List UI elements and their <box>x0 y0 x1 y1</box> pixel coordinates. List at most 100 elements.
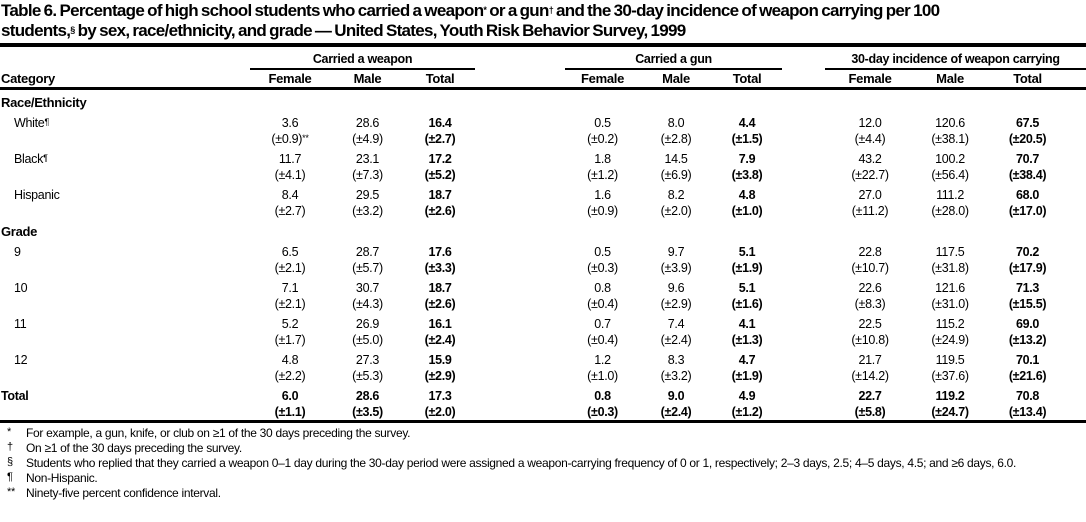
column-gap <box>782 296 825 312</box>
ci-cell: (±1.2) <box>731 405 763 419</box>
value-cell: 27.0 <box>858 188 882 202</box>
title-line-1: Table 6. Percentage of high school stude… <box>1 1 940 20</box>
column-gap <box>1070 296 1086 312</box>
value-cell: 119.2 <box>935 389 965 403</box>
value-cell: 4.8 <box>281 353 299 367</box>
ci-cell: (±0.3) <box>587 405 618 419</box>
group-header-row: Category Carried a weapon Carried a gun … <box>0 51 1086 90</box>
ci-cell: (±24.7) <box>931 405 969 419</box>
table-row: 11 5.2 26.9 16.1 0.7 7.4 4.1 22.5 115.2 69.0 <box>0 312 1086 332</box>
value-cell: 18.7 <box>428 281 452 295</box>
ci-cell: (±21.6) <box>1008 369 1047 383</box>
group-header-30day-incidence: 30-day incidence of weapon carrying <box>825 51 1086 70</box>
ci-cell: (±5.0) <box>352 333 383 347</box>
value-cell: 18.7 <box>428 188 452 202</box>
table-row: 12 4.8 27.3 15.9 1.2 8.3 4.7 21.7 119.5 70.1 <box>0 348 1086 368</box>
value-cell: 9.6 <box>667 281 685 295</box>
column-gap <box>475 167 565 183</box>
table-row-confidence-interval: (±0.9)** (±4.9) (±2.7) (±0.2) (±2.8) (±1.5) (±… <box>0 131 1086 147</box>
value-cell: 5.2 <box>281 317 299 331</box>
value-cell: 111.2 <box>936 188 964 202</box>
column-gap <box>782 167 825 183</box>
ci-cell: (±11.2) <box>851 204 889 218</box>
ci-cell: (±4.3) <box>352 297 383 311</box>
column-gap <box>1070 240 1086 260</box>
ci-cell: (±3.2) <box>352 204 383 218</box>
ci-cell: (±5.2) <box>424 168 456 182</box>
section-header-row: Grade <box>0 219 1086 240</box>
column-gap <box>782 312 825 332</box>
footnote-text: Ninety-five percent confidence interval. <box>26 486 221 500</box>
column-gap <box>475 296 565 312</box>
column-gap <box>782 69 826 90</box>
value-cell: 16.1 <box>428 317 452 331</box>
column-gap <box>782 111 825 131</box>
value-cell: 43.2 <box>858 152 882 166</box>
column-gap <box>475 404 565 420</box>
col-header-weapon-female: Female <box>250 69 330 90</box>
ci-cell: (±6.9) <box>660 168 692 182</box>
value-cell: 71.3 <box>1015 281 1040 295</box>
ci-cell: (±14.2) <box>851 369 889 383</box>
ci-cell: (±2.4) <box>660 333 692 347</box>
ci-cell: (±2.6) <box>424 204 456 218</box>
value-cell: 70.1 <box>1015 353 1040 367</box>
value-cell: 4.4 <box>738 116 756 130</box>
ci-cell: (±17.9) <box>1008 261 1047 275</box>
column-gap <box>782 203 825 219</box>
value-cell: 21.7 <box>858 353 882 367</box>
value-cell: 7.4 <box>667 317 685 331</box>
value-cell: 4.7 <box>738 353 756 367</box>
value-cell: 15.9 <box>428 353 452 367</box>
ci-cell: (±0.9) <box>587 204 618 218</box>
value-cell: 119.5 <box>935 353 965 367</box>
column-gap <box>1070 260 1086 276</box>
table-row-confidence-interval: (±2.1) (±4.3) (±2.6) (±0.4) (±2.9) (±1.6) (±8.… <box>0 296 1086 312</box>
value-cell: 0.5 <box>594 245 611 259</box>
footnote-asterisk: * For example, a gun, knife, or club on … <box>0 426 1086 441</box>
column-gap <box>782 384 825 404</box>
ci-cell: (±22.7) <box>851 168 889 182</box>
table-row-confidence-interval: (±2.7) (±3.2) (±2.6) (±0.9) (±2.0) (±1.0) (±11… <box>0 203 1086 219</box>
ci-cell: (±10.7) <box>851 261 889 275</box>
column-gap <box>475 69 566 90</box>
row-label: 9 <box>14 245 21 259</box>
section-header-row: Race/Ethnicity <box>0 89 1086 112</box>
column-gap <box>782 51 825 69</box>
section-header: Race/Ethnicity <box>1 95 87 110</box>
value-cell: 11.7 <box>278 152 302 166</box>
footnote-symbol: ¶ <box>7 471 13 483</box>
ci-cell: (±20.5) <box>1008 132 1047 146</box>
column-gap <box>782 348 825 368</box>
value-cell: 69.0 <box>1015 317 1040 331</box>
column-gap <box>475 131 565 147</box>
ci-cell: (±0.3) <box>587 261 618 275</box>
ci-cell: (±0.4) <box>587 297 618 311</box>
footnote-marker-section: § <box>70 25 75 35</box>
ci-cell: (±7.3) <box>352 168 383 182</box>
column-gap <box>782 240 825 260</box>
col-header-weapon-total: Total <box>405 69 476 90</box>
footnotes: * For example, a gun, knife, or club on … <box>0 423 1086 501</box>
col-header-gun-total: Total <box>712 69 783 90</box>
ci-cell: (±1.3) <box>731 333 763 347</box>
ci-cell: (±37.6) <box>931 369 969 383</box>
column-gap <box>475 276 565 296</box>
data-table-wrapper: Category Carried a weapon Carried a gun … <box>0 51 1086 423</box>
col-header-incidence-total: Total <box>985 69 1071 90</box>
ci-cell: (±3.5) <box>352 405 383 419</box>
table-row: Black¶ 11.7 23.1 17.2 1.8 14.5 7.9 43.2 100.2 70.… <box>0 147 1086 167</box>
value-cell: 6.5 <box>281 245 299 259</box>
ci-cell: (±4.4) <box>854 132 886 146</box>
ci-cell: (±2.4) <box>424 333 456 347</box>
ci-cell: (±10.8) <box>851 333 889 347</box>
ci-cell: (±2.0) <box>660 204 692 218</box>
ci-cell: (±8.3) <box>854 297 886 311</box>
column-gap <box>475 183 565 203</box>
value-cell: 29.5 <box>355 188 380 202</box>
section-header: Grade <box>1 224 38 239</box>
value-cell: 22.7 <box>858 389 882 403</box>
value-cell: 30.7 <box>355 281 380 295</box>
value-cell: 16.4 <box>428 116 452 130</box>
footnote-marker-pilcrow: ¶ <box>43 153 48 163</box>
